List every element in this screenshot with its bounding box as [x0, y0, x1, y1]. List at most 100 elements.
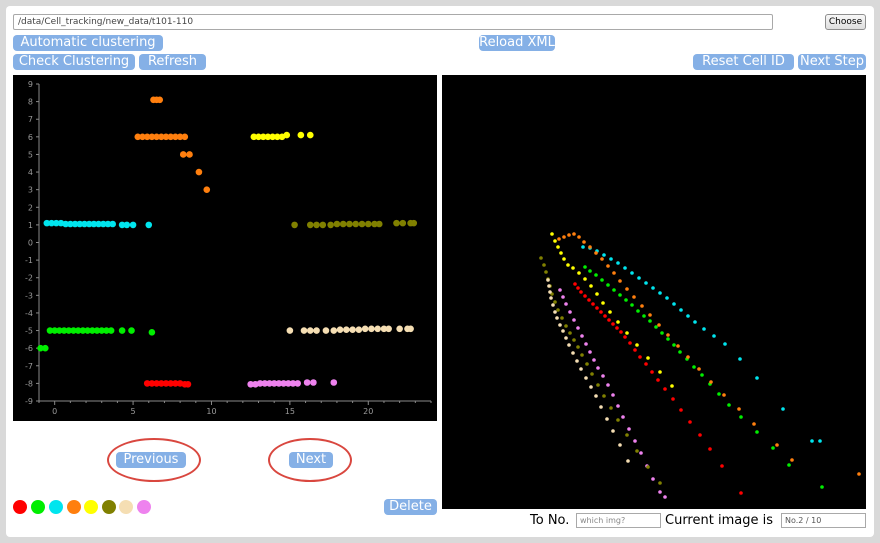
cell-point[interactable] [158, 133, 165, 141]
swatch-red[interactable] [13, 500, 27, 514]
cell-point[interactable] [179, 151, 187, 158]
cell-point[interactable] [123, 221, 131, 229]
cell-point[interactable] [93, 327, 101, 334]
cell-point[interactable] [285, 380, 292, 387]
cell-point[interactable] [107, 327, 115, 334]
cell-point[interactable] [153, 380, 160, 387]
swatch-violet[interactable] [137, 500, 151, 514]
delete-button[interactable]: Delete [384, 499, 437, 515]
cell-point[interactable] [145, 221, 153, 229]
cell-point[interactable] [143, 380, 151, 387]
cell-point[interactable] [46, 327, 54, 334]
cell-point[interactable] [289, 380, 297, 387]
cell-point[interactable] [358, 220, 366, 228]
cell-point[interactable] [275, 380, 283, 387]
cell-point[interactable] [158, 380, 165, 387]
cell-point[interactable] [129, 221, 137, 229]
cell-point[interactable] [52, 219, 60, 227]
swatch-cyan[interactable] [49, 500, 63, 514]
cell-point[interactable] [266, 380, 273, 387]
cell-point[interactable] [118, 221, 126, 229]
cell-point[interactable] [264, 133, 272, 141]
cell-point[interactable] [56, 327, 63, 334]
swatch-wheat[interactable] [119, 500, 133, 514]
cell-point[interactable] [364, 220, 372, 228]
cell-point[interactable] [280, 380, 287, 387]
refresh-button[interactable]: Refresh [139, 54, 206, 70]
reload-xml-button[interactable]: Reload XML [479, 35, 555, 51]
cell-point[interactable] [148, 133, 156, 141]
cell-point[interactable] [330, 379, 338, 386]
cell-point[interactable] [95, 220, 102, 228]
cell-point[interactable] [167, 133, 175, 141]
cell-point[interactable] [255, 133, 262, 141]
cell-point[interactable] [346, 220, 353, 228]
swatch-yellow[interactable] [84, 500, 98, 514]
swatch-orange[interactable] [67, 500, 81, 514]
cell-point[interactable] [195, 168, 203, 176]
cell-point[interactable] [172, 133, 179, 141]
cell-point[interactable] [74, 327, 82, 334]
cell-point[interactable] [310, 379, 317, 386]
cell-point[interactable] [410, 219, 418, 227]
cell-point[interactable] [319, 221, 327, 229]
cell-point[interactable] [322, 327, 330, 334]
cell-point[interactable] [385, 325, 392, 333]
cell-point[interactable] [306, 131, 314, 139]
cell-point[interactable] [313, 327, 320, 334]
cell-point[interactable] [90, 220, 98, 228]
cluster-scatter-plot[interactable]: 9 8 7 6 5 4 3 2 1 0 -1 -2 -3 -4 -5 -6 -7 -8 -9 0 5 10 15 20 [13, 75, 437, 421]
cell-point[interactable] [176, 133, 184, 141]
cell-point[interactable] [181, 133, 189, 141]
to-no-input[interactable] [576, 513, 661, 528]
cell-point[interactable] [330, 327, 338, 334]
cell-point[interactable] [393, 219, 400, 227]
swatch-green[interactable] [31, 500, 45, 514]
cell-point[interactable] [306, 327, 314, 334]
cell-point[interactable] [85, 220, 93, 228]
cell-point[interactable] [333, 220, 341, 228]
cell-point[interactable] [352, 220, 360, 228]
next-step-button[interactable]: Next Step [798, 54, 866, 70]
cell-point[interactable] [375, 220, 383, 228]
cell-point[interactable] [41, 344, 49, 352]
cell-point[interactable] [37, 344, 44, 352]
cell-point[interactable] [84, 327, 91, 334]
cell-point[interactable] [380, 325, 388, 333]
cell-point[interactable] [118, 327, 126, 334]
cell-point[interactable] [349, 326, 356, 333]
cell-point[interactable] [407, 325, 414, 333]
cell-point[interactable] [104, 220, 112, 228]
cell-point[interactable] [156, 96, 164, 104]
cell-point[interactable] [300, 327, 308, 334]
cell-point[interactable] [109, 220, 116, 228]
cell-point[interactable] [51, 327, 58, 334]
cell-point[interactable] [162, 380, 170, 387]
cell-point[interactable] [203, 186, 211, 193]
cell-point[interactable] [79, 327, 87, 334]
cell-point[interactable] [368, 325, 375, 333]
cell-point[interactable] [343, 326, 350, 333]
cell-point[interactable] [48, 219, 55, 227]
cell-point[interactable] [43, 219, 51, 227]
cell-point[interactable] [283, 131, 291, 139]
path-input[interactable] [13, 14, 773, 30]
cell-point[interactable] [250, 133, 258, 141]
swatch-olive[interactable] [102, 500, 116, 514]
cell-point[interactable] [396, 325, 403, 333]
cell-point[interactable] [62, 220, 69, 228]
cell-point[interactable] [148, 329, 156, 336]
cell-point[interactable] [172, 380, 179, 387]
trajectory-view[interactable] [442, 75, 866, 509]
next-button[interactable]: Next [289, 452, 333, 468]
cell-point[interactable] [259, 133, 267, 141]
cell-point[interactable] [399, 219, 407, 227]
cell-point[interactable] [374, 325, 381, 333]
cell-point[interactable] [261, 380, 269, 387]
cell-point[interactable] [306, 221, 314, 229]
previous-button[interactable]: Previous [116, 452, 186, 468]
cell-point[interactable] [98, 327, 106, 334]
cell-point[interactable] [99, 220, 107, 228]
cell-point[interactable] [186, 151, 193, 158]
cell-point[interactable] [327, 221, 334, 229]
